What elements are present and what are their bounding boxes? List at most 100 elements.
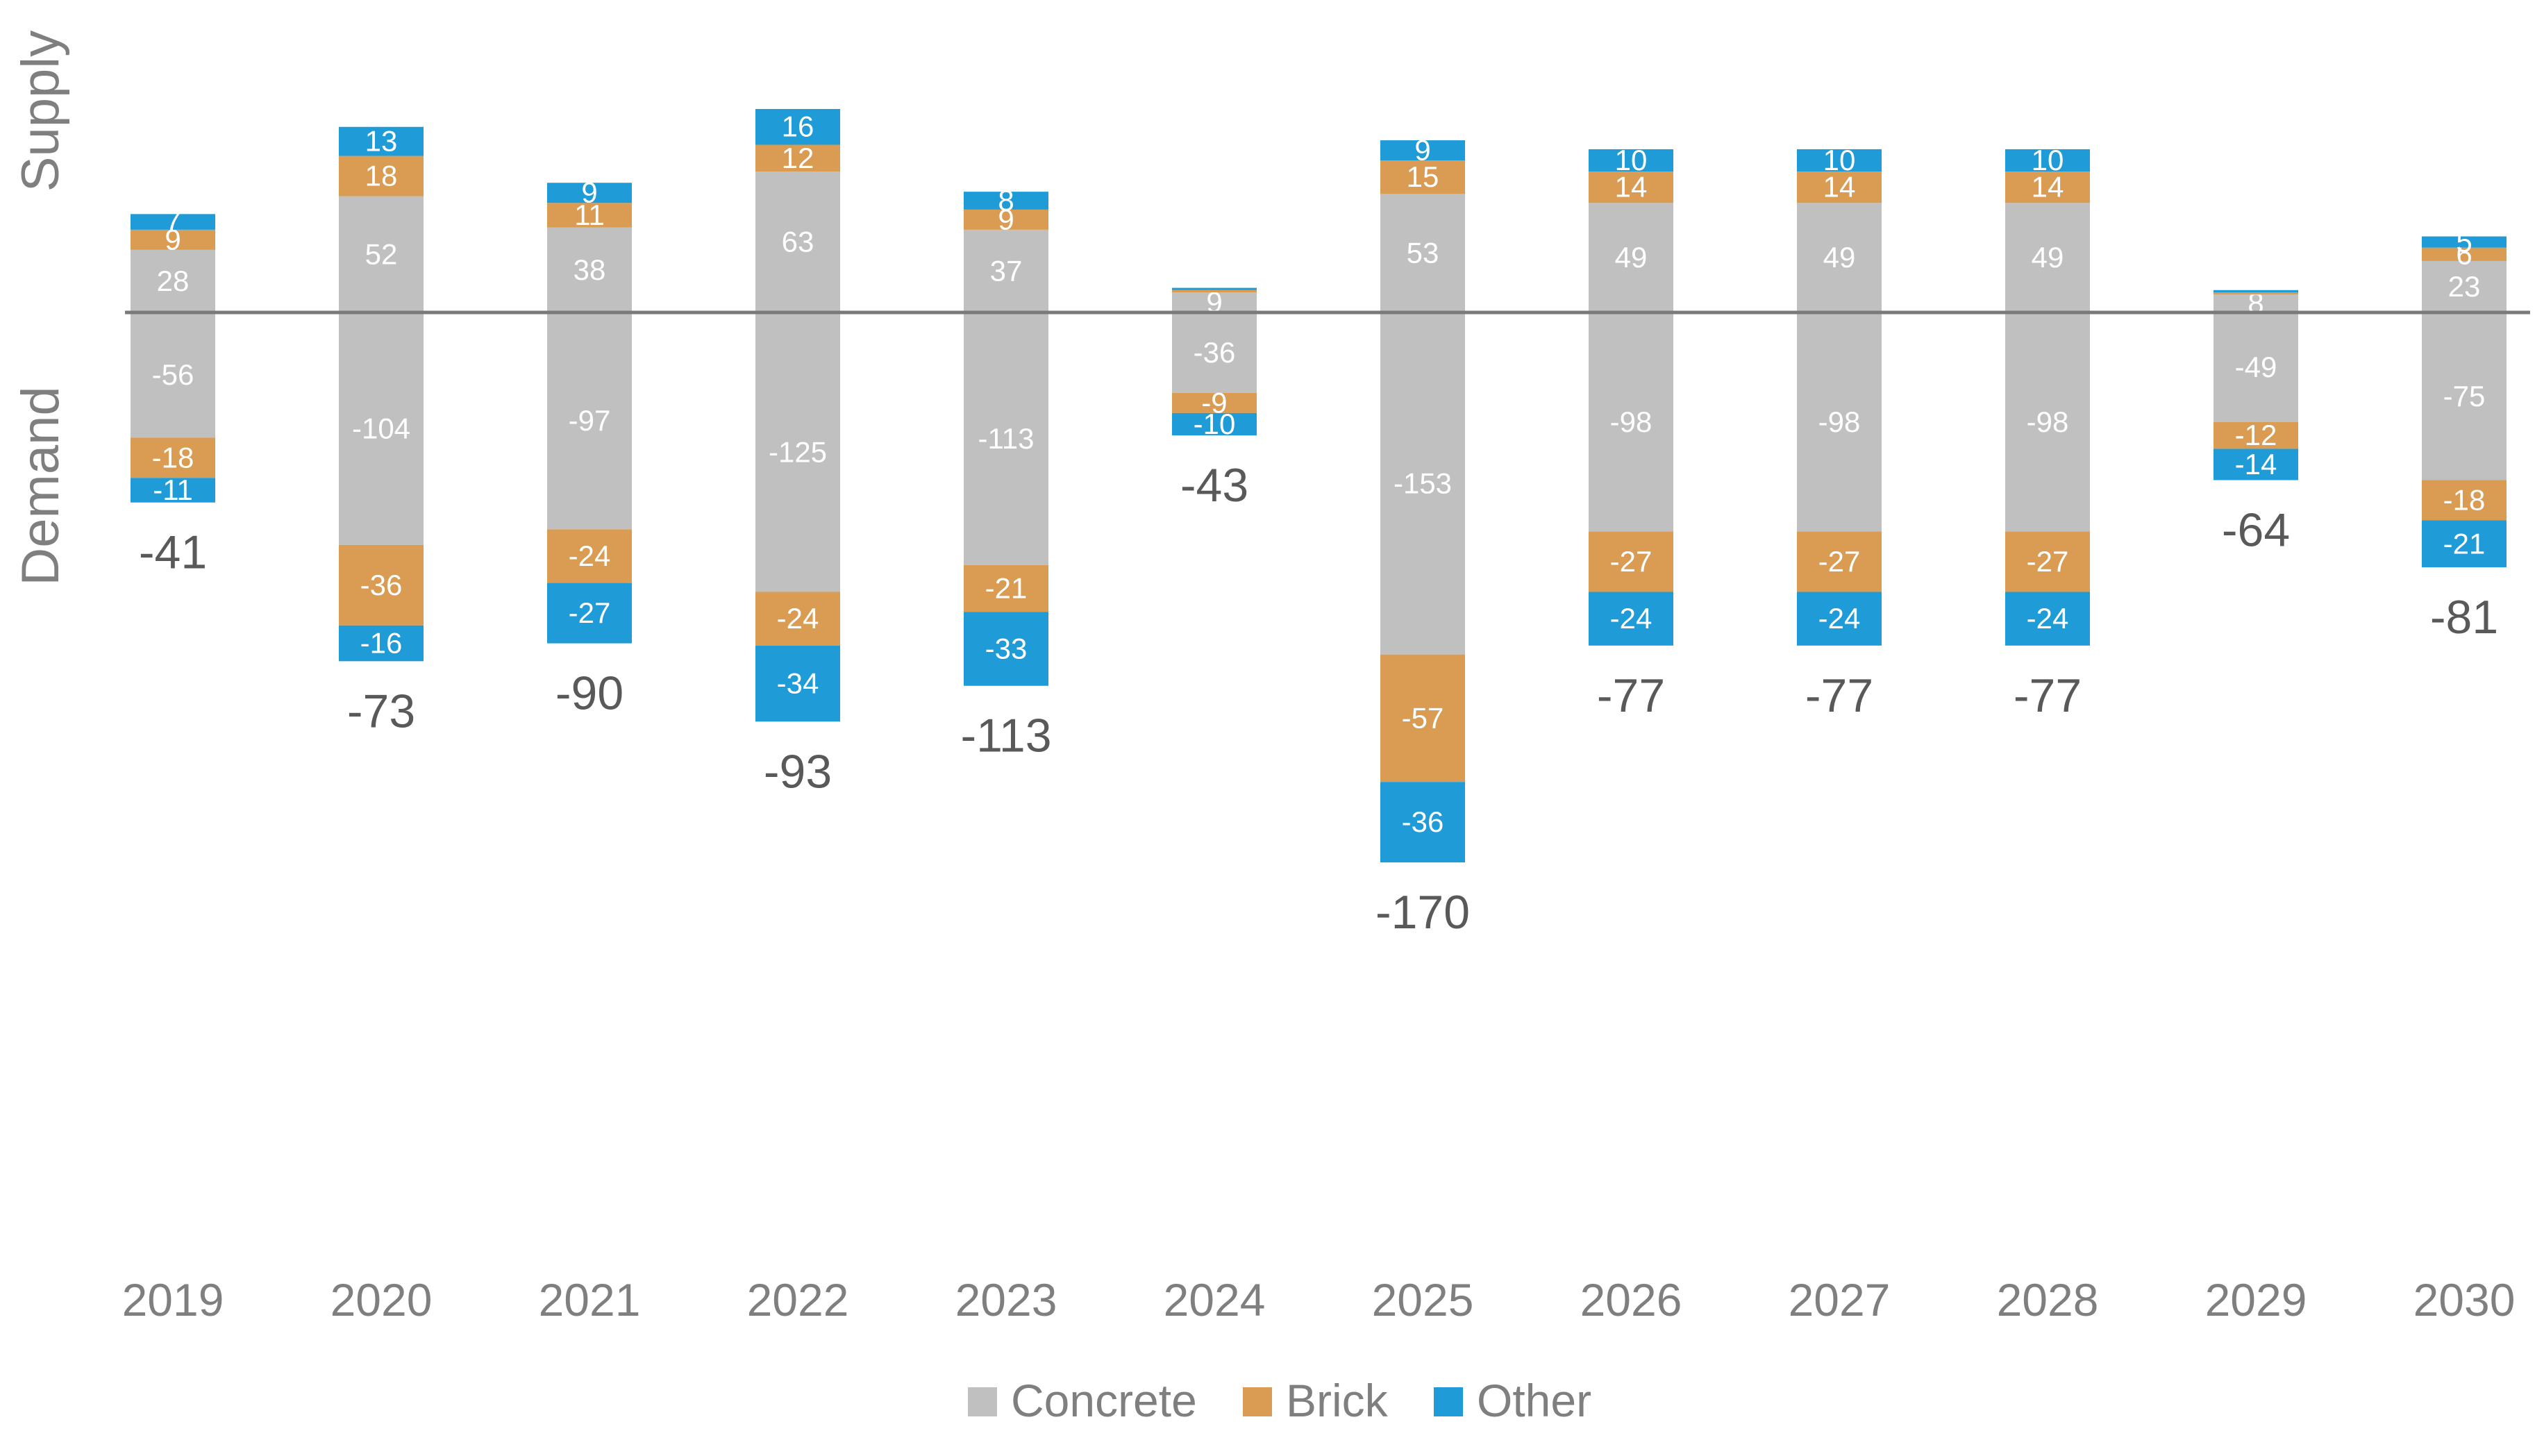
bar-supply-other-2026 (1589, 149, 1673, 172)
label-supply-brick-2027: 14 (1823, 171, 1856, 203)
label-demand-other-2030: -21 (2443, 527, 2486, 560)
bar-demand-brick-2022 (755, 592, 840, 646)
legend: Concrete Brick Other (968, 1375, 1591, 1426)
bar-supply-brick-2022 (755, 144, 840, 172)
label-demand-other-2029: -14 (2235, 448, 2277, 480)
legend-label-brick: Brick (1286, 1375, 1389, 1426)
bar-supply-other-2023 (964, 192, 1048, 210)
net-total-2030: -81 (2430, 591, 2498, 644)
label-supply-brick-2028: 14 (2032, 171, 2064, 203)
bar-supply-brick-2025 (1380, 160, 1465, 194)
bar-supply-brick-2029 (2214, 292, 2298, 295)
x-tick-2021: 2021 (539, 1274, 641, 1325)
label-supply-concrete-2024: 9 (1206, 286, 1222, 319)
label-demand-other-2020: -16 (360, 627, 403, 660)
label-supply-other-2030: 5 (2456, 226, 2472, 258)
bar-supply-brick-2026 (1589, 171, 1673, 203)
bar-demand-other-2030 (2422, 520, 2507, 568)
bar-demand-other-2021 (547, 583, 632, 644)
bar-supply-brick-2024 (1172, 290, 1257, 293)
bar-demand-brick-2027 (1797, 531, 1882, 592)
bar-demand-brick-2024 (1172, 392, 1257, 413)
label-demand-brick-2027: -27 (1818, 545, 1861, 578)
label-demand-brick-2023: -21 (985, 572, 1028, 605)
bar-demand-concrete-2023 (964, 312, 1048, 565)
bar-supply-brick-2021 (547, 203, 632, 228)
bar-demand-concrete-2026 (1589, 312, 1673, 532)
label-supply-concrete-2030: 23 (2448, 270, 2481, 303)
bar-demand-concrete-2024 (1172, 312, 1257, 393)
bar-supply-brick-2027 (1797, 171, 1882, 203)
bar-supply-other-2024 (1172, 287, 1257, 290)
bar-demand-other-2028 (2005, 592, 2090, 646)
bar-demand-concrete-2022 (755, 312, 840, 592)
bar-supply-other-2025 (1380, 140, 1465, 161)
label-demand-concrete-2028: -98 (2027, 405, 2069, 438)
label-demand-concrete-2020: -104 (352, 412, 410, 444)
label-demand-other-2021: -27 (569, 596, 611, 629)
label-supply-other-2026: 10 (1615, 144, 1648, 176)
bar-demand-other-2022 (755, 645, 840, 722)
x-tick-2022: 2022 (747, 1274, 849, 1325)
x-tick-2025: 2025 (1372, 1274, 1474, 1325)
bar-supply-concrete-2024 (1172, 292, 1257, 312)
bar-supply-concrete-2027 (1797, 203, 1882, 312)
bar-demand-other-2023 (964, 612, 1048, 686)
bar-demand-concrete-2021 (547, 312, 632, 530)
bar-demand-brick-2026 (1589, 531, 1673, 592)
label-supply-concrete-2021: 38 (574, 253, 606, 286)
bar-demand-concrete-2020 (339, 312, 424, 545)
label-supply-brick-2022: 12 (782, 142, 814, 174)
label-supply-concrete-2020: 52 (365, 237, 398, 270)
label-supply-brick-2026: 14 (1615, 171, 1648, 203)
label-demand-brick-2028: -27 (2027, 545, 2069, 578)
legend-swatch-other (1434, 1387, 1463, 1416)
net-total-2022: -93 (764, 745, 832, 798)
label-demand-other-2022: -34 (777, 667, 819, 700)
bar-supply-concrete-2030 (2422, 260, 2507, 312)
label-demand-other-2019: -11 (153, 474, 193, 506)
label-demand-brick-2021: -24 (569, 539, 611, 572)
label-supply-brick-2021: 11 (574, 199, 605, 231)
legend-swatch-concrete (968, 1387, 997, 1416)
label-demand-other-2025: -36 (1402, 805, 1444, 838)
bar-supply-concrete-2029 (2214, 294, 2298, 312)
label-supply-concrete-2025: 53 (1407, 237, 1439, 269)
x-tick-2030: 2030 (2413, 1274, 2516, 1325)
bar-supply-brick-2023 (964, 209, 1048, 230)
label-supply-other-2019: 7 (165, 206, 181, 238)
net-total-2027: -77 (1805, 669, 1873, 722)
label-demand-concrete-2027: -98 (1818, 405, 1861, 438)
net-total-2028: -77 (2014, 669, 2082, 722)
bar-supply-concrete-2023 (964, 229, 1048, 312)
x-tick-2027: 2027 (1789, 1274, 1891, 1325)
label-demand-concrete-2023: -113 (978, 422, 1035, 455)
net-total-2021: -90 (555, 667, 624, 720)
bar-supply-other-2019 (131, 214, 215, 230)
totals-layer: -41 -73 -90 -93 -113 -43 -170 -77 -77 -77 -64 -81 (139, 459, 2498, 939)
net-total-2024: -43 (1180, 459, 1248, 512)
label-demand-brick-2025: -57 (1402, 701, 1444, 734)
bar-supply-concrete-2022 (755, 171, 840, 312)
net-total-2025: -170 (1375, 886, 1470, 939)
x-tick-2020: 2020 (330, 1274, 433, 1325)
x-tick-2026: 2026 (1580, 1274, 1682, 1325)
label-supply-concrete-2022: 63 (782, 226, 814, 258)
bar-supply-concrete-2026 (1589, 203, 1673, 312)
label-supply-concrete-2019: 28 (157, 265, 190, 297)
label-supply-concrete-2028: 49 (2032, 241, 2064, 274)
bar-supply-other-2029 (2214, 290, 2298, 293)
label-demand-brick-2020: -36 (360, 569, 403, 601)
bar-supply-concrete-2028 (2005, 203, 2090, 312)
bar-demand-other-2025 (1380, 782, 1465, 863)
bar-supply-concrete-2020 (339, 196, 424, 312)
bar-demand-concrete-2028 (2005, 312, 2090, 532)
label-supply-concrete-2023: 37 (990, 254, 1023, 287)
label-demand-other-2027: -24 (1818, 602, 1861, 635)
label-demand-brick-2022: -24 (777, 602, 819, 635)
bar-demand-other-2020 (339, 625, 424, 662)
net-total-2029: -64 (2222, 504, 2290, 557)
x-tick-2019: 2019 (122, 1274, 224, 1325)
label-demand-other-2028: -24 (2027, 602, 2069, 635)
